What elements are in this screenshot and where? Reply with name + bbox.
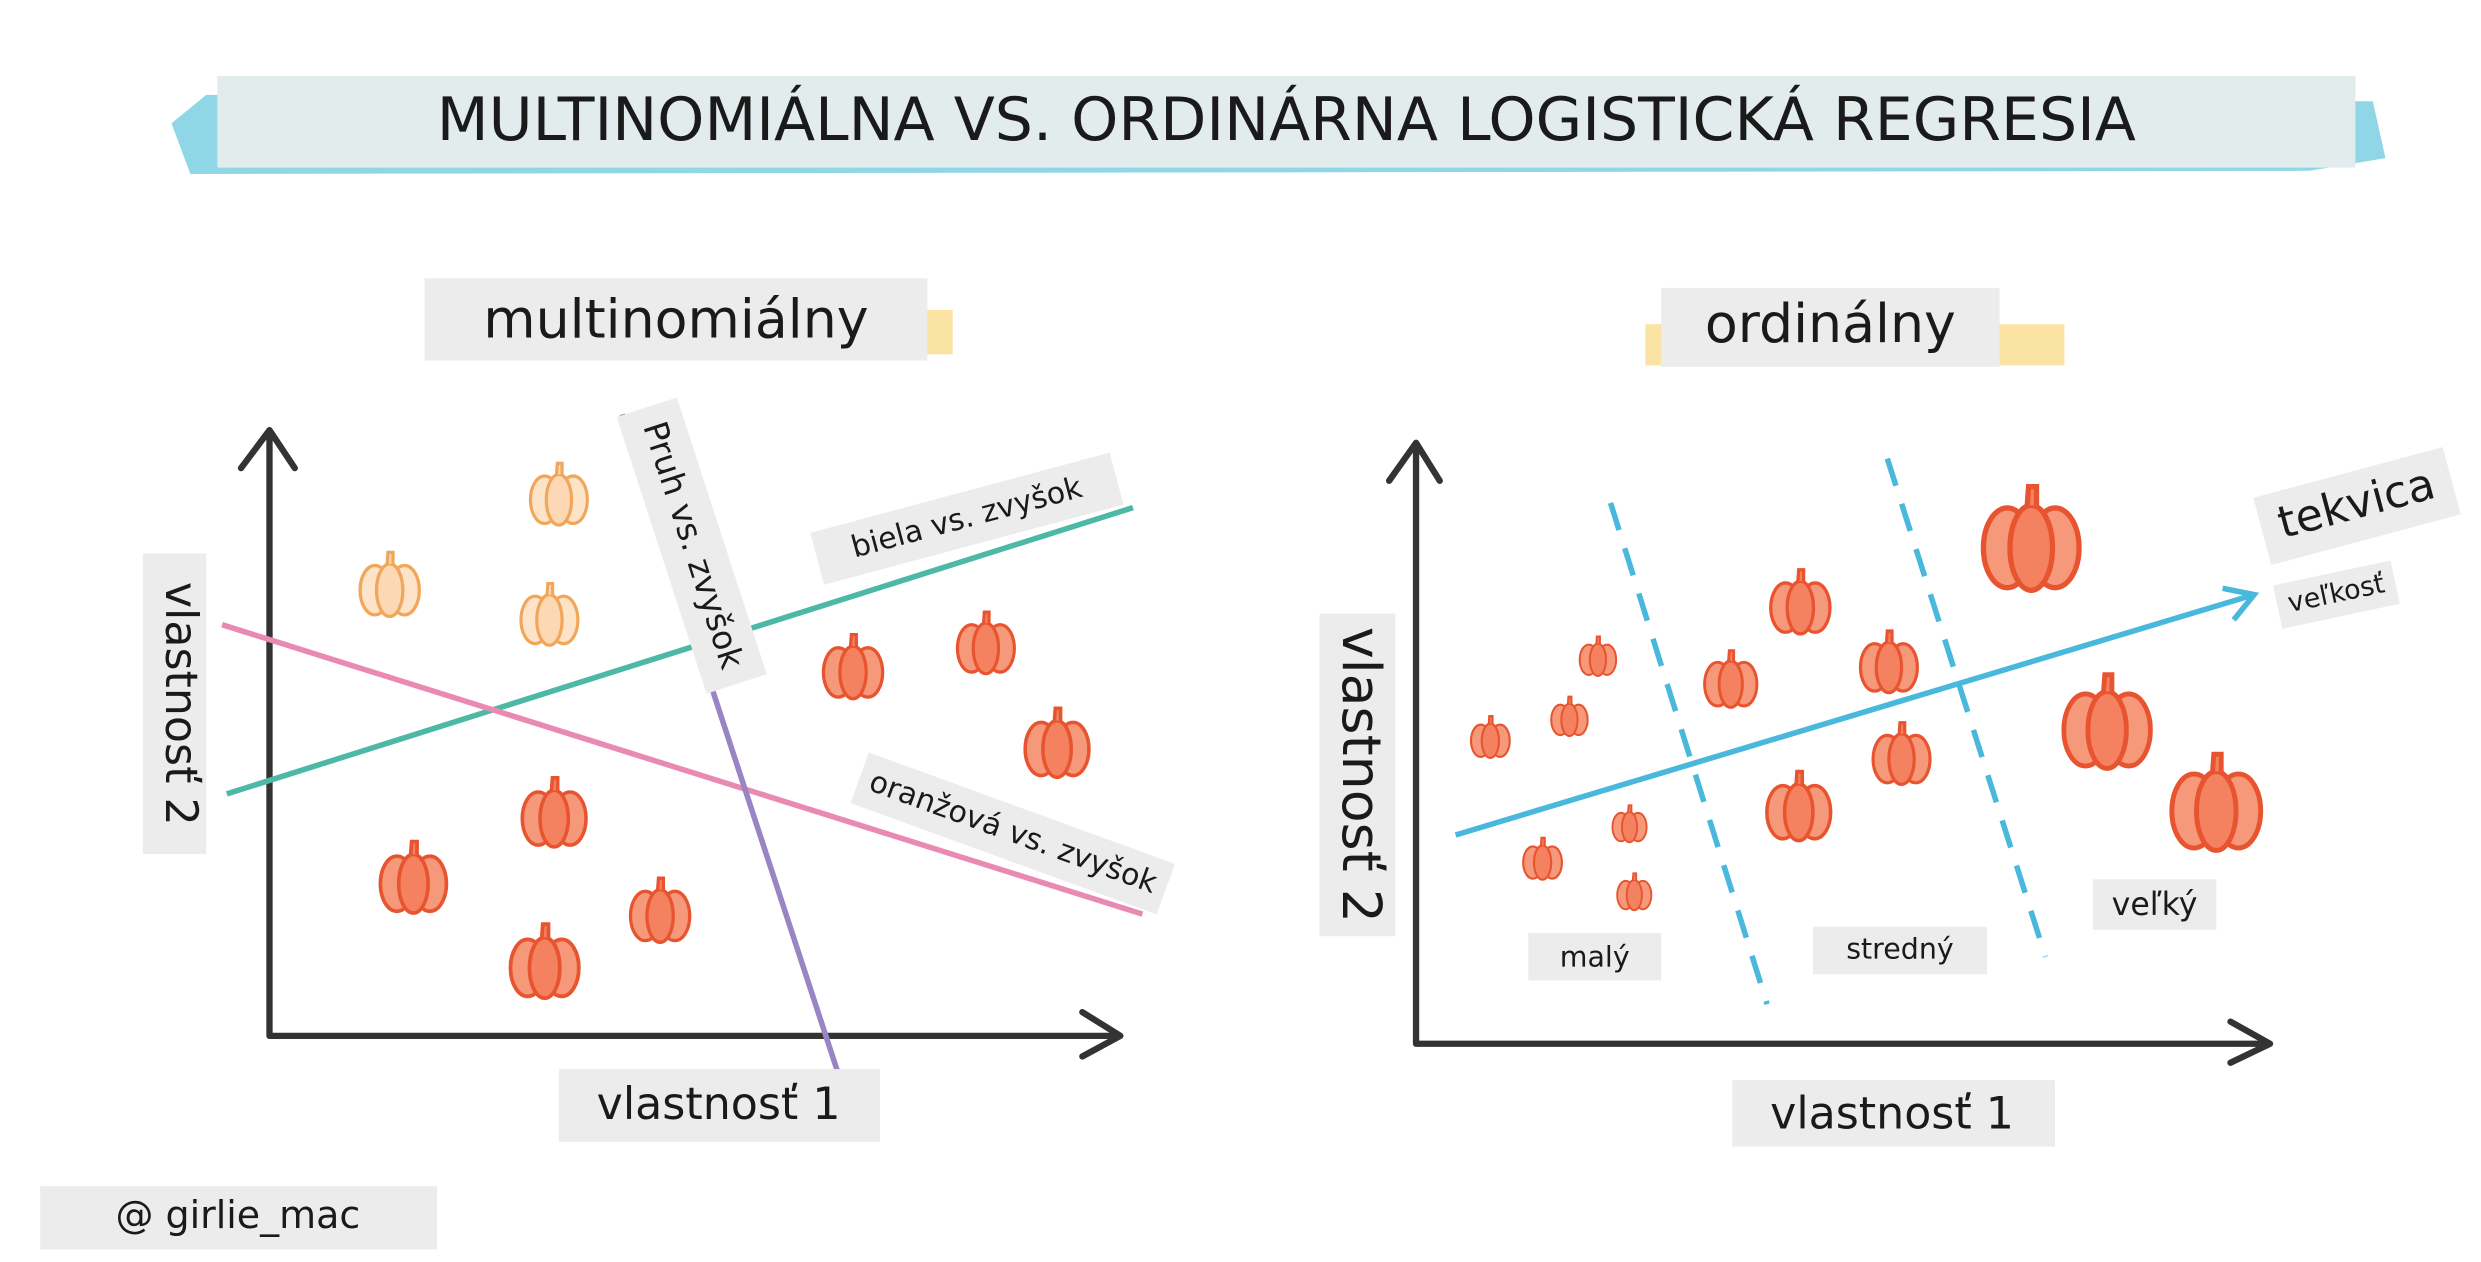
axis-label-bg (558, 1069, 880, 1142)
line-label: oranžová vs. zvyšok (865, 764, 1163, 901)
threshold-line (1607, 502, 1770, 1006)
line-label-bg (616, 397, 767, 694)
credit: @ girlie_mac (116, 1193, 361, 1237)
axis-label-bg (1732, 1080, 2055, 1147)
threshold-line (1884, 457, 2049, 958)
class-label: veľký (2112, 887, 2198, 923)
axes (237, 426, 1124, 1060)
y-axis-label: vlastnosť 2 (1330, 627, 1393, 923)
x-axis-label: vlastnosť 1 (1770, 1089, 2014, 1140)
panel-title-bg (1661, 287, 2000, 367)
panel-title: ordinálny (1705, 292, 1956, 355)
y-axis-label: vlastnosť 2 (155, 582, 206, 826)
credit-bg (40, 1186, 438, 1250)
line-label-bg (850, 752, 1176, 915)
boundary-line (221, 622, 1144, 917)
ordinal-axis (1454, 585, 2260, 838)
panel-title-bg (424, 278, 928, 361)
pumpkins (1469, 487, 2261, 912)
line-label-bg (810, 452, 1124, 585)
axis-label-bg (2253, 447, 2461, 566)
boundary-line (225, 505, 1134, 797)
class-label: stredný (1846, 932, 1954, 965)
class-label-bg (1812, 926, 1987, 975)
banner (217, 75, 2356, 168)
class-label: malý (1560, 940, 1630, 973)
axis-label-bg (142, 553, 207, 854)
class-label-bg (2092, 879, 2217, 930)
axis-label-bg (2273, 560, 2400, 629)
axis-label-bg (1319, 613, 1396, 937)
panel-title: multinomiálny (483, 287, 868, 350)
page-title: MULTINOMIÁLNA VS. ORDINÁRNA LOGISTICKÁ R… (437, 84, 2136, 155)
class-label-bg (1528, 933, 1662, 981)
axes (1385, 439, 2274, 1066)
x-axis-label: vlastnosť 1 (597, 1079, 841, 1130)
